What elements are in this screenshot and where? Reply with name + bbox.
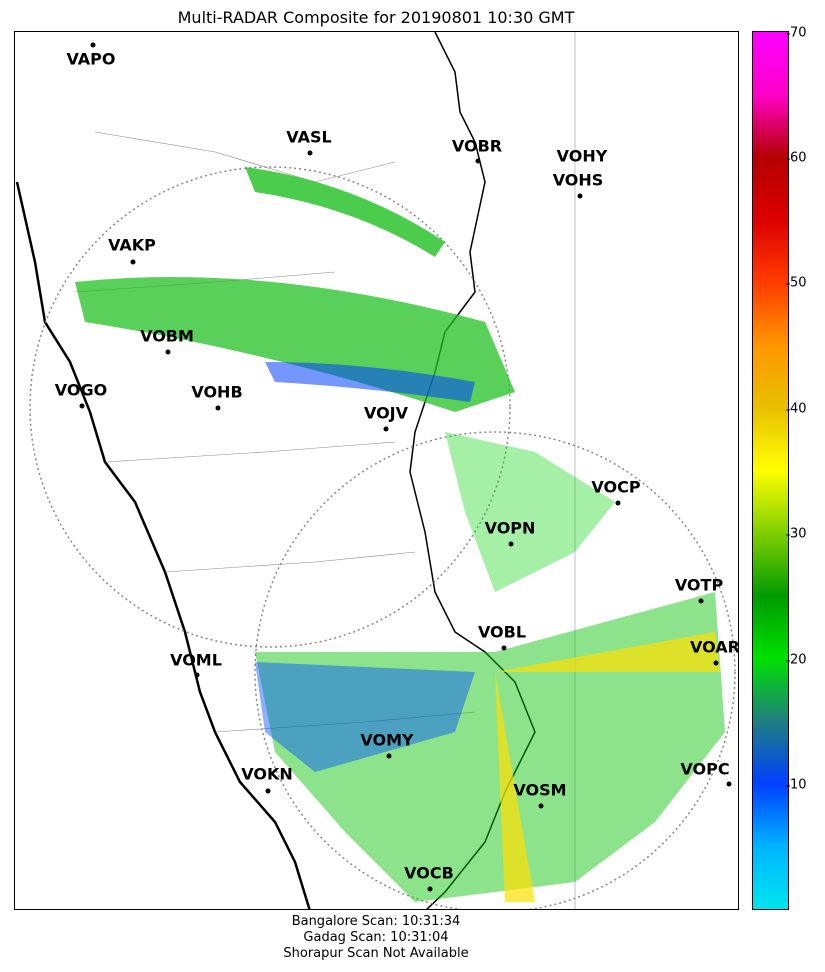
station-marker-vopn xyxy=(508,541,514,547)
scan-info: Bangalore Scan: 10:31:34 Gadag Scan: 10:… xyxy=(0,914,752,962)
station-label-vopc: VOPC xyxy=(680,759,730,779)
station-label-vopn: VOPN xyxy=(484,518,536,538)
station-marker-vakp xyxy=(130,259,136,265)
colorbar-tick-50: 50 xyxy=(786,275,807,291)
station-label-vocp: VOCP xyxy=(591,477,641,497)
station-label-vakp: VAKP xyxy=(108,235,156,255)
station-marker-vasl xyxy=(307,150,313,156)
station-marker-vopc xyxy=(726,781,732,787)
station-marker-vapo xyxy=(90,42,96,48)
scan-info-gadag: Gadag Scan: 10:31:04 xyxy=(303,930,449,945)
station-marker-vojv xyxy=(383,426,389,432)
colorbar-tick-10: 10 xyxy=(786,777,807,793)
radar-sweep xyxy=(255,662,475,772)
radar-sweep xyxy=(495,632,720,672)
station-label-vasl: VASL xyxy=(286,127,332,147)
station-label-vobm: VOBM xyxy=(140,326,194,346)
station-marker-voml xyxy=(194,672,200,678)
colorbar-tick-20: 20 xyxy=(786,652,807,668)
colorbar-tick-70: 70 xyxy=(786,25,807,41)
station-marker-vomy xyxy=(386,753,392,759)
station-label-vobr: VOBR xyxy=(451,136,503,156)
colorbar-tick-30: 30 xyxy=(786,526,807,542)
radar-sweep xyxy=(445,432,615,592)
station-marker-vohs xyxy=(577,193,583,199)
station-label-votp: VOTP xyxy=(674,575,724,595)
radar-echo-band xyxy=(265,362,475,402)
reflectivity-colorbar xyxy=(752,31,789,910)
station-marker-vogo xyxy=(79,403,85,409)
colorbar-tick-60: 60 xyxy=(786,150,807,166)
radar-sweep xyxy=(495,672,535,902)
station-label-vosm: VOSM xyxy=(513,780,567,800)
station-label-vobl: VOBL xyxy=(477,622,527,642)
colorbar-tick-40: 40 xyxy=(786,401,807,417)
radar-echo-band xyxy=(245,167,445,257)
station-label-vojv: VOJV xyxy=(363,403,409,423)
station-label-voar: VOAR xyxy=(690,637,739,657)
station-label-vokn: VOKN xyxy=(241,764,293,784)
station-marker-vobm xyxy=(165,349,171,355)
scan-info-shorapur: Shorapur Scan Not Available xyxy=(283,946,469,961)
radar-range-ring-gadag xyxy=(29,166,511,648)
station-marker-vocb xyxy=(427,886,433,892)
station-marker-vohb xyxy=(215,405,221,411)
radar-map-canvas xyxy=(15,32,736,909)
station-marker-vocp xyxy=(615,500,621,506)
station-label-vapo: VAPO xyxy=(66,49,116,69)
station-marker-voar xyxy=(713,660,719,666)
station-label-vohy: VOHY xyxy=(556,146,608,166)
station-label-vogo: VOGO xyxy=(54,380,108,400)
station-label-vomy: VOMY xyxy=(360,730,414,750)
station-marker-vobr xyxy=(475,158,481,164)
station-marker-vobl xyxy=(501,645,507,651)
station-marker-vosm xyxy=(538,803,544,809)
station-label-vocb: VOCB xyxy=(404,863,454,883)
station-label-voml: VOML xyxy=(170,650,222,670)
radar-range-ring-bangalore xyxy=(254,431,736,909)
scan-info-bangalore: Bangalore Scan: 10:31:34 xyxy=(291,914,461,929)
station-label-vohs: VOHS xyxy=(552,170,604,190)
station-marker-votp xyxy=(698,598,704,604)
station-marker-vokn xyxy=(265,788,271,794)
radar-map[interactable]: VAPO VASL VOBR VOHY VOHS VAKP VOBM VOGO … xyxy=(14,31,739,910)
map-title: Multi-RADAR Composite for 20190801 10:30… xyxy=(177,8,575,27)
station-label-vohb: VOHB xyxy=(191,382,243,402)
